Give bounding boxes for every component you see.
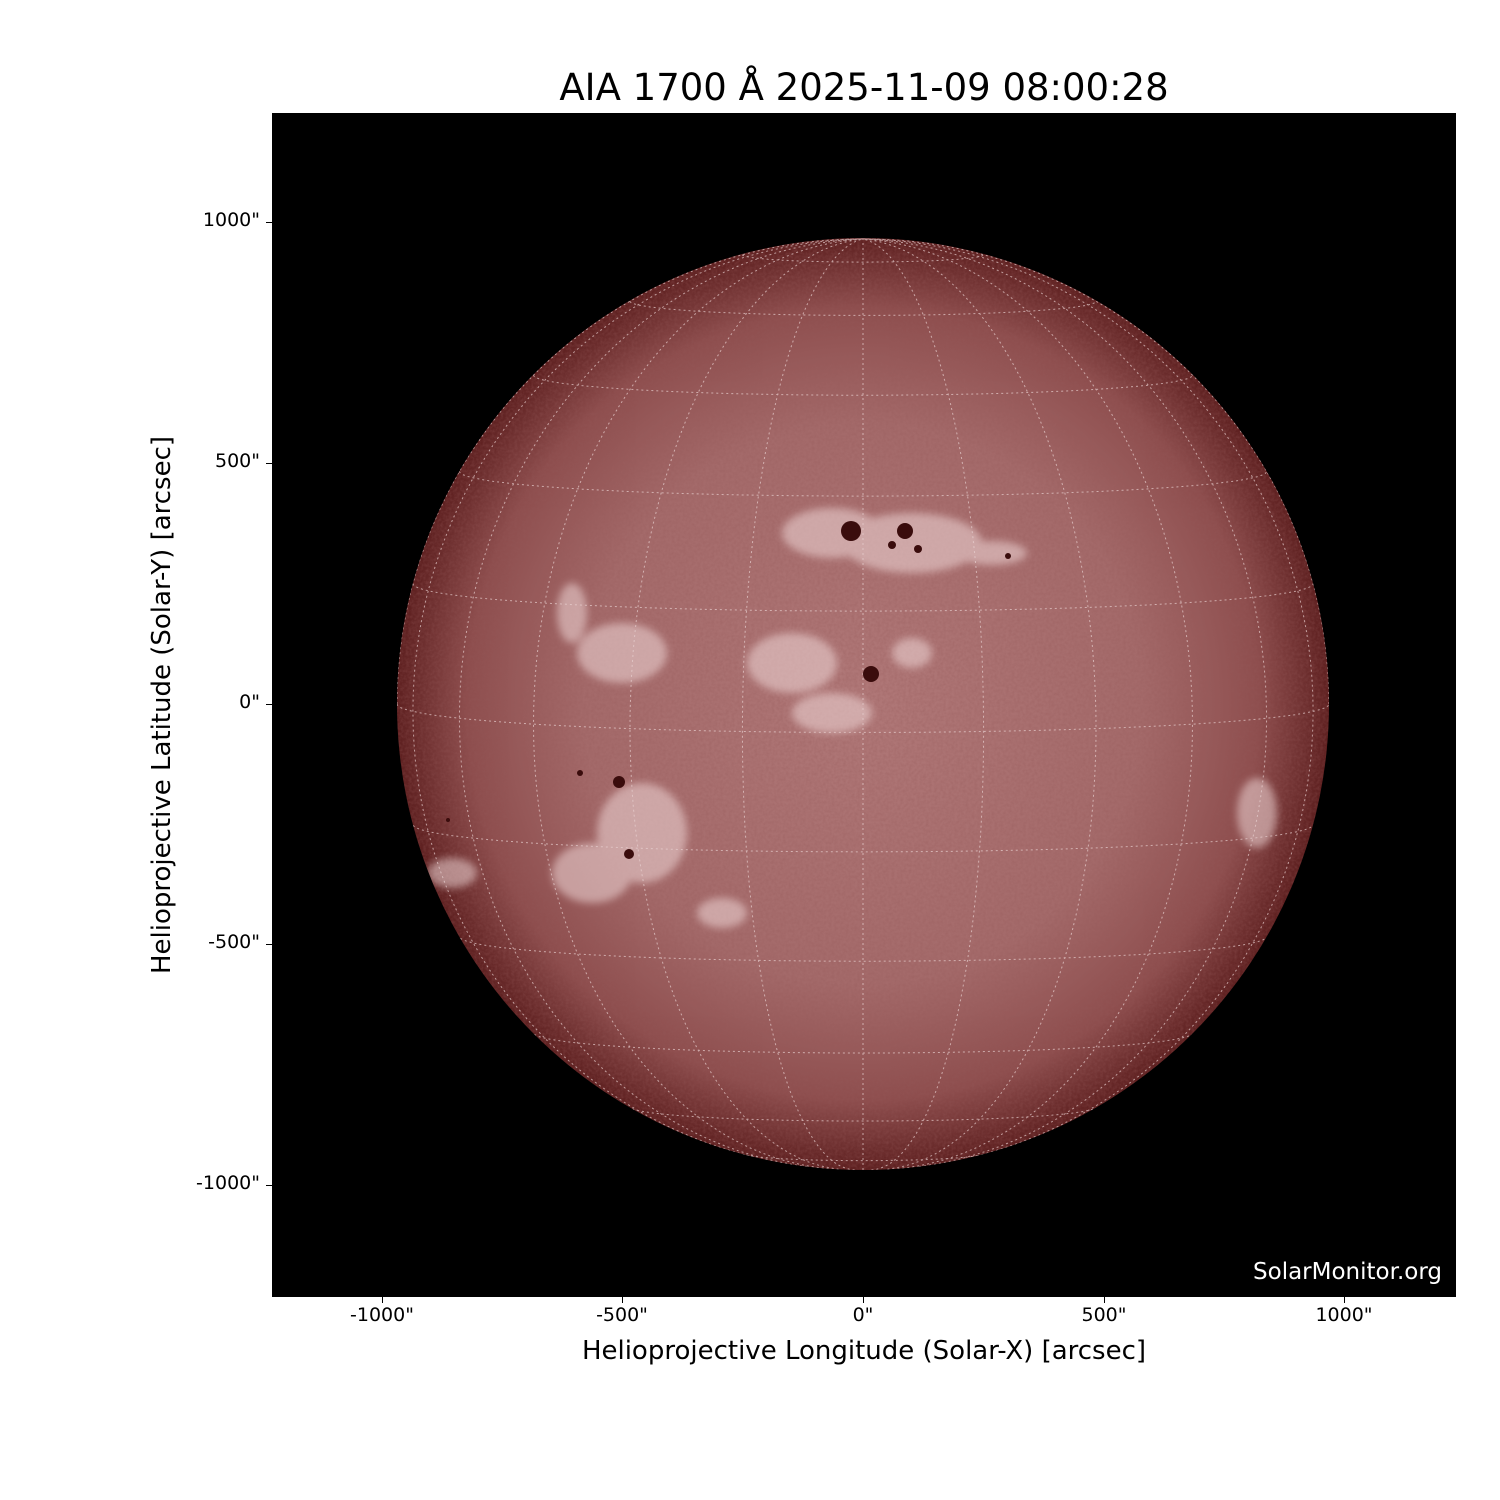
grid-line bbox=[632, 1108, 1094, 1122]
sunspot bbox=[446, 818, 450, 822]
grid-line bbox=[532, 238, 864, 1170]
grid-line bbox=[533, 374, 1193, 396]
heliographic-grid bbox=[397, 238, 1329, 1170]
plage-blob bbox=[842, 513, 982, 573]
plage-regions bbox=[427, 508, 1277, 928]
sunspot bbox=[888, 541, 896, 549]
plage-blob bbox=[747, 633, 837, 693]
watermark: SolarMonitor.org bbox=[1253, 1259, 1442, 1285]
x-tick bbox=[863, 1297, 864, 1303]
x-tick-label: 500" bbox=[1081, 1304, 1127, 1326]
grid-line bbox=[458, 238, 864, 1168]
grid-line bbox=[862, 238, 1194, 1170]
x-tick bbox=[1344, 1297, 1345, 1303]
plage-blob bbox=[552, 843, 632, 903]
sunspot bbox=[624, 849, 634, 859]
y-tick bbox=[266, 222, 272, 223]
grid-line bbox=[862, 238, 1329, 705]
grid-line bbox=[741, 254, 985, 263]
solar-disk-image bbox=[397, 238, 1329, 1170]
y-tick-label: -1000" bbox=[196, 1172, 260, 1194]
x-tick bbox=[1104, 1297, 1105, 1303]
x-tick bbox=[382, 1297, 383, 1303]
plage-blob bbox=[792, 693, 872, 733]
y-tick-label: 0" bbox=[239, 691, 260, 713]
grid-line bbox=[745, 1154, 981, 1162]
plage-blob bbox=[577, 623, 667, 683]
grid-line bbox=[397, 703, 1329, 733]
y-tick bbox=[266, 1185, 272, 1186]
sunspot bbox=[841, 521, 861, 541]
x-tick-label: -1000" bbox=[350, 1304, 414, 1326]
plage-blob bbox=[1237, 778, 1277, 848]
sunspot bbox=[914, 545, 922, 553]
plage-blob bbox=[697, 898, 747, 928]
plot-title: AIA 1700 Å 2025-11-09 08:00:28 bbox=[559, 66, 1169, 109]
sunspot bbox=[897, 523, 913, 539]
y-axis-label: Helioprojective Latitude (Solar-Y) [arcs… bbox=[147, 435, 177, 975]
x-tick-label: 0" bbox=[852, 1304, 874, 1326]
x-tick-label: 1000" bbox=[1315, 1304, 1373, 1326]
sunspot bbox=[1005, 553, 1011, 559]
sunspot bbox=[863, 666, 879, 682]
x-tick bbox=[622, 1297, 623, 1303]
y-tick bbox=[266, 944, 272, 945]
x-tick-label: -500" bbox=[596, 1304, 648, 1326]
sunspot bbox=[577, 770, 583, 776]
plage-blob bbox=[957, 541, 1027, 565]
grid-line bbox=[862, 238, 1268, 1168]
plage-blob bbox=[427, 858, 477, 888]
plage-blob bbox=[557, 583, 587, 643]
y-tick-label: 1000" bbox=[202, 209, 260, 231]
grid-line bbox=[397, 238, 864, 705]
y-tick-label: -500" bbox=[208, 931, 260, 953]
sunspots bbox=[446, 521, 1011, 859]
y-tick bbox=[266, 704, 272, 705]
plage-blob bbox=[892, 638, 932, 668]
grid-line bbox=[629, 301, 1097, 316]
y-tick bbox=[266, 463, 272, 464]
solar-image-axes: SolarMonitor.org bbox=[272, 113, 1456, 1297]
x-axis-label: Helioprojective Longitude (Solar-X) [arc… bbox=[581, 1336, 1147, 1366]
grid-line bbox=[412, 824, 1314, 853]
sunspot bbox=[613, 776, 625, 788]
y-tick-label: 500" bbox=[214, 450, 260, 472]
